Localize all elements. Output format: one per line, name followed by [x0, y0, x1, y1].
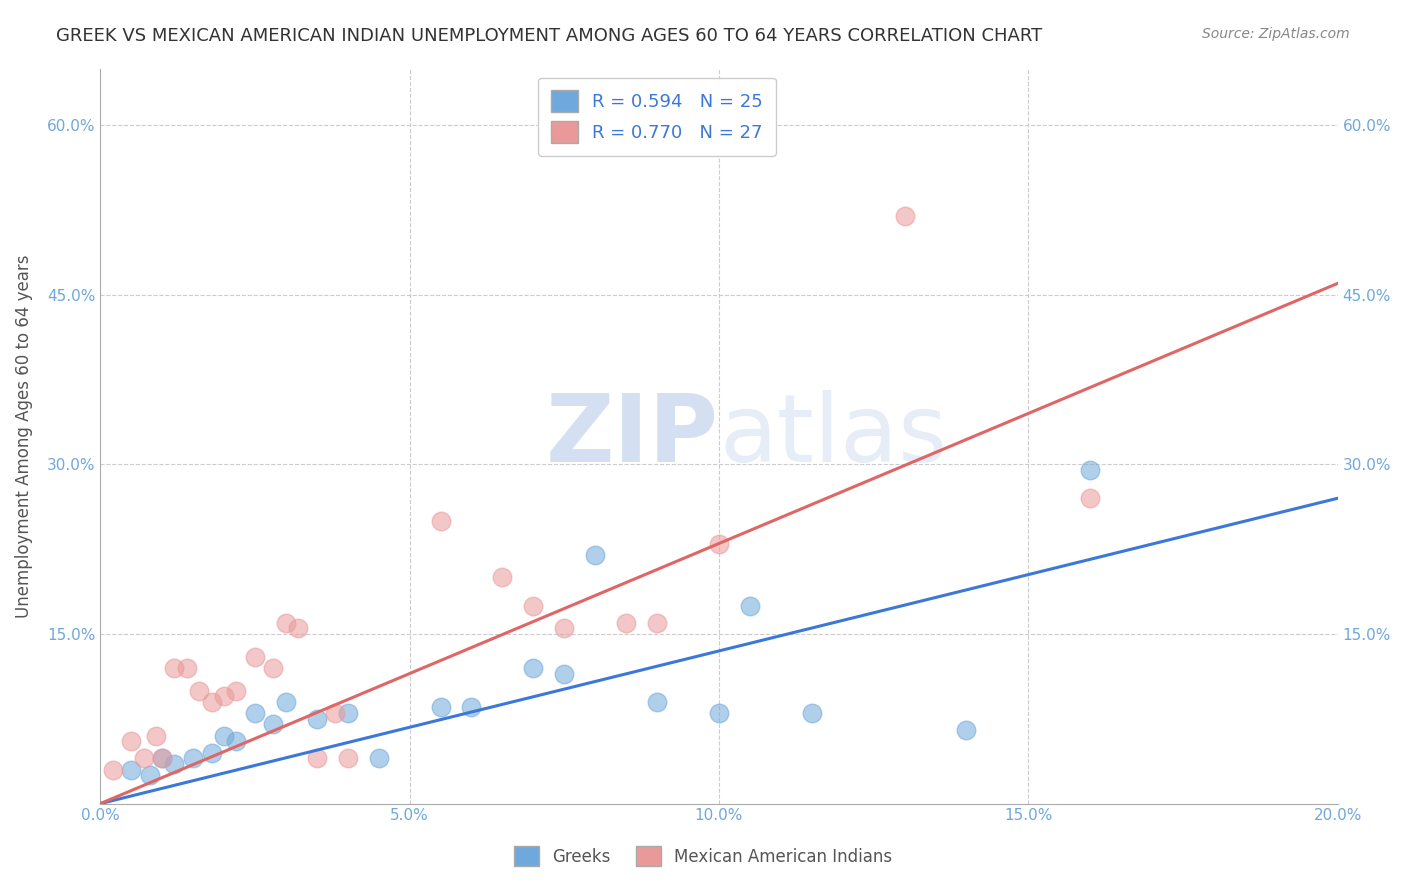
- Point: [1078, 463, 1101, 477]
- Point: [336, 751, 359, 765]
- Point: [243, 649, 266, 664]
- Point: [243, 706, 266, 720]
- Point: [225, 683, 247, 698]
- Text: atlas: atlas: [718, 390, 948, 482]
- Point: [305, 712, 328, 726]
- Point: [201, 695, 224, 709]
- Point: [522, 661, 544, 675]
- Point: [145, 729, 167, 743]
- Point: [120, 734, 142, 748]
- Point: [132, 751, 155, 765]
- Point: [287, 621, 309, 635]
- Y-axis label: Unemployment Among Ages 60 to 64 years: Unemployment Among Ages 60 to 64 years: [15, 254, 32, 618]
- Point: [645, 695, 668, 709]
- Point: [263, 661, 285, 675]
- Point: [305, 751, 328, 765]
- Point: [163, 757, 186, 772]
- Point: [139, 768, 162, 782]
- Point: [553, 666, 575, 681]
- Point: [212, 689, 235, 703]
- Point: [150, 751, 173, 765]
- Point: [491, 570, 513, 584]
- Point: [955, 723, 977, 738]
- Point: [429, 514, 451, 528]
- Point: [645, 615, 668, 630]
- Point: [800, 706, 823, 720]
- Legend: R = 0.594   N = 25, R = 0.770   N = 27: R = 0.594 N = 25, R = 0.770 N = 27: [538, 78, 776, 156]
- Text: ZIP: ZIP: [546, 390, 718, 482]
- Legend: Greeks, Mexican American Indians: Greeks, Mexican American Indians: [506, 838, 900, 875]
- Point: [429, 700, 451, 714]
- Point: [163, 661, 186, 675]
- Point: [583, 548, 606, 562]
- Text: Source: ZipAtlas.com: Source: ZipAtlas.com: [1202, 27, 1350, 41]
- Point: [325, 706, 347, 720]
- Point: [101, 763, 124, 777]
- Point: [522, 599, 544, 613]
- Point: [188, 683, 211, 698]
- Point: [1078, 491, 1101, 506]
- Point: [460, 700, 482, 714]
- Point: [367, 751, 389, 765]
- Point: [614, 615, 637, 630]
- Point: [893, 209, 915, 223]
- Point: [336, 706, 359, 720]
- Point: [176, 661, 198, 675]
- Point: [274, 695, 297, 709]
- Point: [120, 763, 142, 777]
- Point: [181, 751, 204, 765]
- Point: [201, 746, 224, 760]
- Point: [212, 729, 235, 743]
- Point: [150, 751, 173, 765]
- Text: GREEK VS MEXICAN AMERICAN INDIAN UNEMPLOYMENT AMONG AGES 60 TO 64 YEARS CORRELAT: GREEK VS MEXICAN AMERICAN INDIAN UNEMPLO…: [56, 27, 1042, 45]
- Point: [738, 599, 761, 613]
- Point: [225, 734, 247, 748]
- Point: [707, 706, 730, 720]
- Point: [553, 621, 575, 635]
- Point: [707, 536, 730, 550]
- Point: [274, 615, 297, 630]
- Point: [263, 717, 285, 731]
